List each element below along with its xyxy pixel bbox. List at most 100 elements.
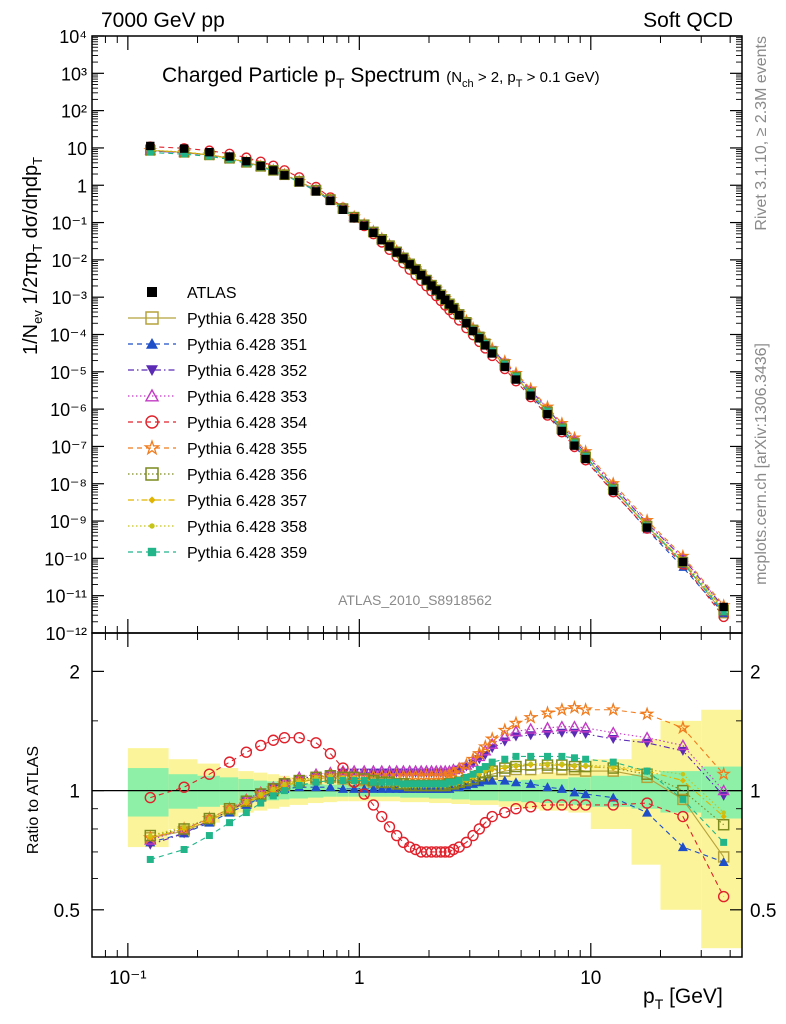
y-tick-label: 10² — [61, 102, 87, 122]
ratio-series-point — [545, 761, 550, 766]
ratio-series-point — [643, 767, 651, 775]
ratio-band-inner — [631, 774, 661, 809]
ratio-series-point — [541, 721, 554, 733]
ratio-series-point — [258, 791, 263, 797]
ratio-series-point — [677, 842, 688, 852]
ratio-series-point — [144, 791, 156, 804]
ratio-series-point — [368, 783, 379, 793]
legend-item: Pythia 6.428 351 — [128, 337, 307, 354]
ratio-series-point — [412, 780, 420, 788]
ratio-series-point — [378, 778, 386, 786]
data-point — [642, 523, 652, 532]
ratio-series-point — [513, 762, 519, 768]
ratio-series-point — [313, 775, 319, 780]
y-tick-label: 10⁻¹⁰ — [44, 549, 87, 569]
data-point — [432, 286, 441, 295]
ratio-series-10 — [146, 752, 728, 863]
y-tick-label: 10⁻¹¹ — [45, 587, 87, 607]
ratio-series-point — [525, 801, 537, 813]
data-point — [242, 157, 251, 166]
ratio-series-point — [226, 819, 234, 827]
ratio-series-point — [439, 846, 451, 858]
ratio-series-point — [475, 766, 483, 774]
analysis-id: ATLAS_2010_S8918562 — [338, 592, 492, 608]
ratio-series-point — [432, 780, 440, 788]
top-series-point — [720, 608, 727, 615]
legend-label: Pythia 6.428 356 — [187, 467, 307, 484]
legend-marker — [147, 547, 157, 557]
top-series-point — [268, 164, 279, 176]
top-series-point — [147, 149, 154, 156]
ratio-series-point — [554, 701, 570, 717]
ratio-series-point — [501, 755, 509, 763]
ratio-series-point — [223, 802, 236, 815]
ratio-series-point — [720, 838, 728, 846]
legend-item: Pythia 6.428 353 — [128, 388, 307, 406]
data-point — [427, 281, 436, 290]
data-point — [581, 454, 590, 464]
ratio-tick-label-left: 0.5 — [54, 901, 80, 922]
ratio-series-point — [677, 793, 689, 806]
legend-item: Pythia 6.428 352 — [128, 363, 307, 380]
ratio-series-point — [296, 778, 302, 783]
legend-label: Pythia 6.428 353 — [187, 389, 307, 406]
top-panel — [91, 35, 743, 634]
legend-label: Pythia 6.428 358 — [187, 519, 307, 536]
top-data-series — [146, 141, 728, 612]
data-point — [338, 205, 348, 214]
ratio-series-point — [525, 778, 536, 788]
data-point — [416, 270, 426, 280]
ratio-series-point — [488, 758, 496, 766]
ratio-series-point — [510, 760, 522, 773]
top-series-point — [640, 513, 654, 527]
ratio-series-point — [608, 792, 619, 802]
y-tick-label: 1 — [77, 176, 87, 196]
legend-item: Pythia 6.428 356 — [128, 467, 307, 484]
data-point — [543, 410, 552, 419]
ratio-series-point — [484, 731, 500, 746]
ratio-series-point — [269, 792, 277, 800]
ratio-series-5 — [144, 732, 730, 903]
ratio-series-point — [582, 755, 590, 763]
legend-label: Pythia 6.428 352 — [187, 363, 307, 380]
axes: 10⁻¹ 1 10 10⁴ 10³ 10² 10 1 10⁻¹ 10⁻² 10⁻³ 10⁻⁴ 10⁻⁵ 1… — [44, 27, 776, 989]
ratio-series-point — [242, 809, 250, 817]
ratio-series-point — [569, 787, 580, 797]
ratio-series-point — [487, 775, 498, 785]
data-point — [719, 602, 728, 612]
ratio-series-point — [580, 789, 591, 799]
ratio-series-point — [181, 824, 187, 830]
data-point — [422, 276, 431, 285]
ratio-series-point — [427, 780, 435, 788]
legend-label: Pythia 6.428 357 — [187, 493, 307, 510]
data-point — [392, 248, 401, 257]
data-point — [511, 375, 521, 384]
ratio-series-point — [497, 722, 513, 737]
ratio-series-point — [541, 799, 554, 811]
data-point — [295, 178, 304, 187]
ratio-series-point — [676, 739, 690, 751]
data-point — [454, 310, 464, 320]
data-point — [377, 235, 386, 245]
ratio-series-point — [280, 787, 288, 795]
ratio-series-point — [607, 799, 619, 811]
ratio-series-point — [383, 821, 396, 833]
ratio-series-point — [499, 762, 511, 774]
ratio-series-point — [278, 732, 291, 744]
y-tick-label: 10⁻⁶ — [50, 400, 87, 420]
data-point — [205, 147, 214, 157]
ratio-series-point — [227, 806, 232, 811]
ratio-series-point — [679, 795, 687, 803]
ratio-series-point — [512, 752, 520, 760]
legend-item: Pythia 6.428 354 — [128, 415, 307, 432]
ratio-series-point — [499, 775, 510, 785]
y-tick-label: 10⁻³ — [51, 288, 87, 308]
ratio-series-point — [510, 803, 522, 815]
legend-marker — [145, 467, 159, 481]
ratio-band-inner — [127, 768, 169, 817]
ratio-series-point — [240, 795, 253, 807]
y-tick-label: 10⁻¹ — [51, 214, 87, 234]
ratio-series-point — [467, 829, 479, 842]
mcplots-label: mcplots.cern.ch [arXiv:1306.3436] — [753, 343, 770, 585]
